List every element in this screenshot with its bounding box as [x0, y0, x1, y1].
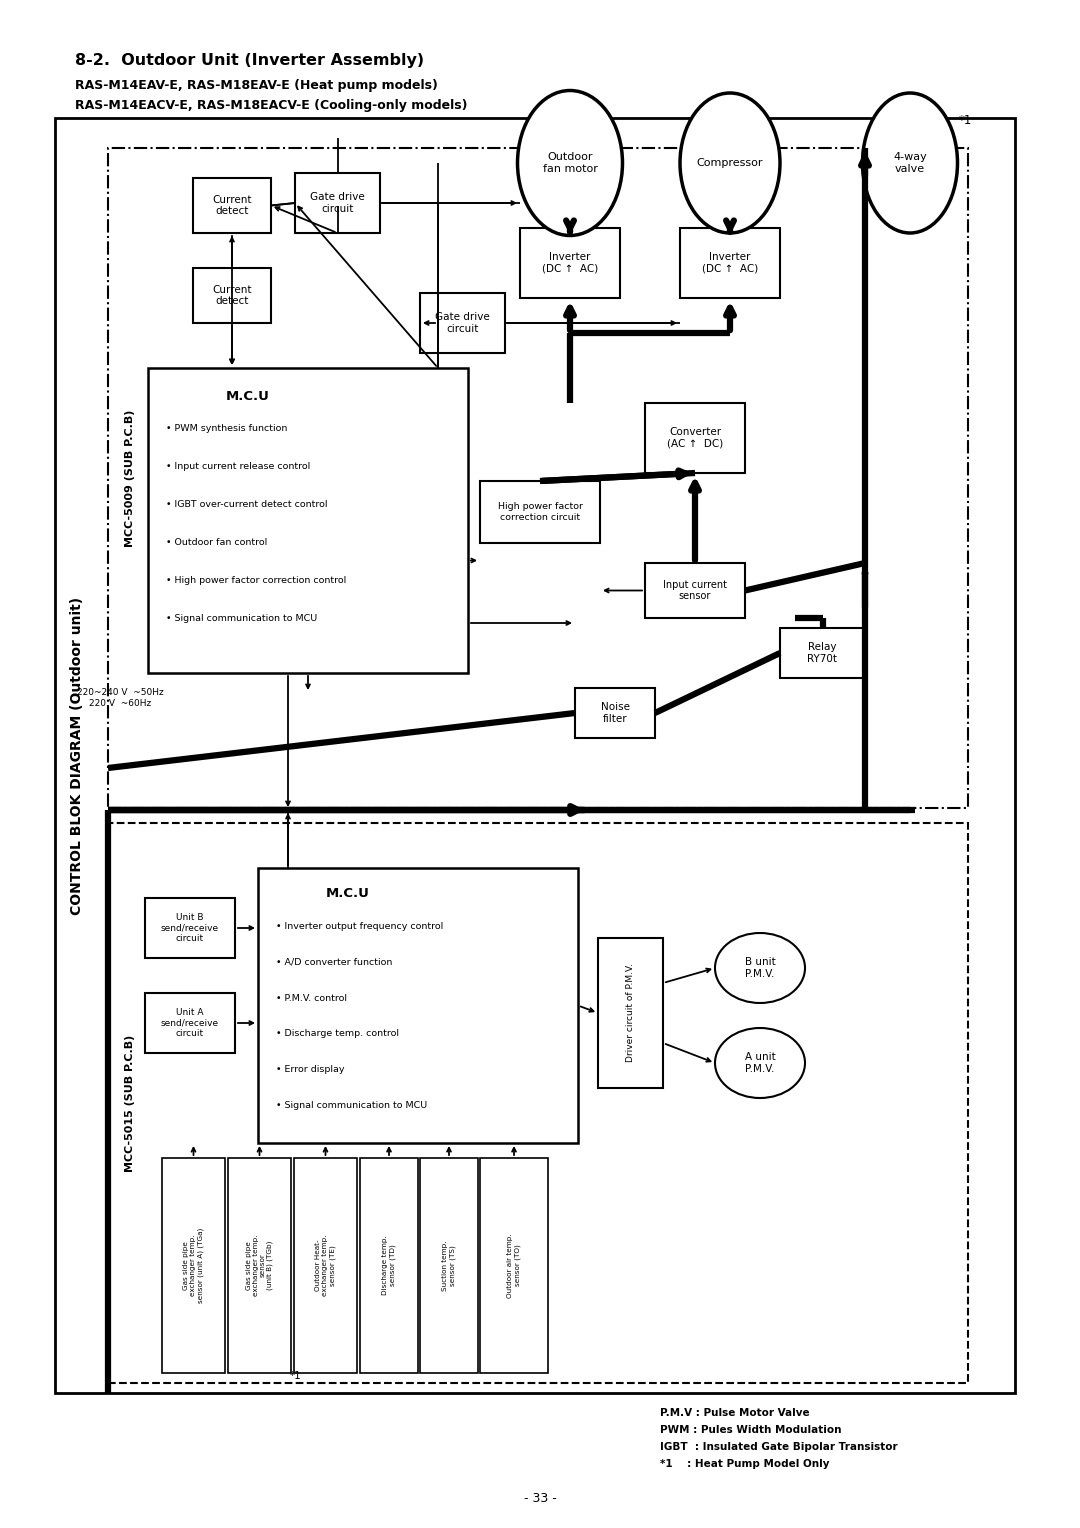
Bar: [420, 293, 505, 353]
Text: MCC-5009 (SUB P.C.B): MCC-5009 (SUB P.C.B): [125, 410, 135, 547]
Text: Gate drive
circuit: Gate drive circuit: [310, 193, 365, 214]
Bar: [360, 1158, 418, 1374]
Bar: [145, 898, 235, 958]
Text: *1: *1: [959, 113, 972, 127]
Bar: [645, 403, 745, 474]
Bar: [148, 368, 468, 672]
Text: Driver circuit of P.M.V.: Driver circuit of P.M.V.: [626, 964, 635, 1062]
Text: M.C.U: M.C.U: [226, 390, 270, 402]
Text: Input current
sensor: Input current sensor: [663, 579, 727, 602]
Text: Converter
(AC ↑  DC): Converter (AC ↑ DC): [666, 428, 724, 449]
Text: RAS-M14EAV-E, RAS-M18EAV-E (Heat pump models): RAS-M14EAV-E, RAS-M18EAV-E (Heat pump mo…: [75, 78, 437, 92]
Text: • Signal communication to MCU: • Signal communication to MCU: [276, 1102, 428, 1111]
Bar: [645, 562, 745, 617]
Text: Current
detect: Current detect: [213, 194, 252, 217]
Bar: [420, 1158, 478, 1374]
Text: Gas side pipe
exchanger temp.
sensor (unit A) (TGa): Gas side pipe exchanger temp. sensor (un…: [184, 1229, 204, 1303]
Ellipse shape: [715, 934, 805, 1002]
Ellipse shape: [517, 90, 622, 235]
Text: Outdoor Heat-
exchanger temp.
sensor (TE): Outdoor Heat- exchanger temp. sensor (TE…: [315, 1235, 336, 1296]
Bar: [162, 1158, 225, 1374]
Bar: [519, 228, 620, 298]
Bar: [480, 1158, 548, 1374]
Bar: [108, 824, 968, 1383]
Text: • Input current release control: • Input current release control: [166, 461, 310, 471]
Bar: [480, 481, 600, 542]
Text: • Signal communication to MCU: • Signal communication to MCU: [166, 614, 318, 622]
Text: B unit
P.M.V.: B unit P.M.V.: [744, 957, 775, 979]
Ellipse shape: [715, 1028, 805, 1099]
Text: M.C.U: M.C.U: [326, 886, 370, 900]
Text: MCC-5015 (SUB P.C.B): MCC-5015 (SUB P.C.B): [125, 1034, 135, 1172]
Text: • High power factor correction control: • High power factor correction control: [166, 576, 347, 585]
Text: 8-2.  Outdoor Unit (Inverter Assembly): 8-2. Outdoor Unit (Inverter Assembly): [75, 52, 424, 67]
Text: 220~240 V  ~50Hz
220 V  ~60Hz: 220~240 V ~50Hz 220 V ~60Hz: [77, 688, 163, 707]
Text: • P.M.V. control: • P.M.V. control: [276, 993, 347, 1002]
Text: High power factor
correction circuit: High power factor correction circuit: [498, 503, 582, 521]
Text: • Discharge temp. control: • Discharge temp. control: [276, 1030, 399, 1039]
Text: • Error display: • Error display: [276, 1065, 345, 1074]
Text: Unit B
send/receive
circuit: Unit B send/receive circuit: [161, 914, 219, 943]
Text: • Inverter output frequency control: • Inverter output frequency control: [276, 921, 443, 931]
Text: Gas side pipe
exchanger temp.
sensor
(unit B) (TGb): Gas side pipe exchanger temp. sensor (un…: [246, 1235, 273, 1296]
Text: Gate drive
circuit: Gate drive circuit: [435, 312, 490, 333]
Text: Inverter
(DC ↑  AC): Inverter (DC ↑ AC): [542, 252, 598, 274]
Text: • IGBT over-current detect control: • IGBT over-current detect control: [166, 500, 327, 509]
Bar: [680, 228, 780, 298]
Text: Outdoor
fan motor: Outdoor fan motor: [542, 153, 597, 174]
Bar: [145, 993, 235, 1053]
Text: 4-way
valve: 4-way valve: [893, 153, 927, 174]
Text: Current
detect: Current detect: [213, 284, 252, 306]
Bar: [258, 868, 578, 1143]
Bar: [108, 148, 968, 808]
Text: *1: *1: [291, 1371, 302, 1381]
Text: Noise
filter: Noise filter: [600, 703, 630, 724]
Text: • A/D converter function: • A/D converter function: [276, 958, 392, 967]
Ellipse shape: [680, 93, 780, 232]
Bar: [294, 1158, 357, 1374]
Text: Unit A
send/receive
circuit: Unit A send/receive circuit: [161, 1008, 219, 1038]
Text: Suction temp.
sensor (TS): Suction temp. sensor (TS): [442, 1241, 456, 1291]
Bar: [55, 118, 1015, 1394]
Bar: [228, 1158, 291, 1374]
Text: PWM : Pules Width Modulation: PWM : Pules Width Modulation: [660, 1426, 841, 1435]
Bar: [193, 267, 271, 322]
Ellipse shape: [863, 93, 958, 232]
Text: CONTROL BLOK DIAGRAM (Outdoor unit): CONTROL BLOK DIAGRAM (Outdoor unit): [70, 596, 84, 915]
Text: *1    : Heat Pump Model Only: *1 : Heat Pump Model Only: [660, 1459, 829, 1468]
Text: Inverter
(DC ↑  AC): Inverter (DC ↑ AC): [702, 252, 758, 274]
Text: P.M.V : Pulse Motor Valve: P.M.V : Pulse Motor Valve: [660, 1407, 810, 1418]
Bar: [295, 173, 380, 232]
Bar: [575, 688, 654, 738]
Text: • Outdoor fan control: • Outdoor fan control: [166, 538, 267, 547]
Text: • PWM synthesis function: • PWM synthesis function: [166, 423, 287, 432]
Text: RAS-M14EACV-E, RAS-M18EACV-E (Cooling-only models): RAS-M14EACV-E, RAS-M18EACV-E (Cooling-on…: [75, 98, 468, 112]
Text: - 33 -: - 33 -: [524, 1491, 556, 1505]
Text: A unit
P.M.V.: A unit P.M.V.: [744, 1053, 775, 1074]
Text: Compressor: Compressor: [697, 157, 764, 168]
Text: Relay
RY70t: Relay RY70t: [808, 642, 837, 663]
Text: IGBT  : Insulated Gate Bipolar Transistor: IGBT : Insulated Gate Bipolar Transistor: [660, 1442, 897, 1452]
Bar: [193, 177, 271, 232]
Bar: [598, 938, 663, 1088]
Text: Discharge temp.
sensor (TD): Discharge temp. sensor (TD): [382, 1236, 395, 1296]
Bar: [780, 628, 865, 678]
Text: Outdoor air temp.
sensor (TO): Outdoor air temp. sensor (TO): [508, 1233, 521, 1297]
